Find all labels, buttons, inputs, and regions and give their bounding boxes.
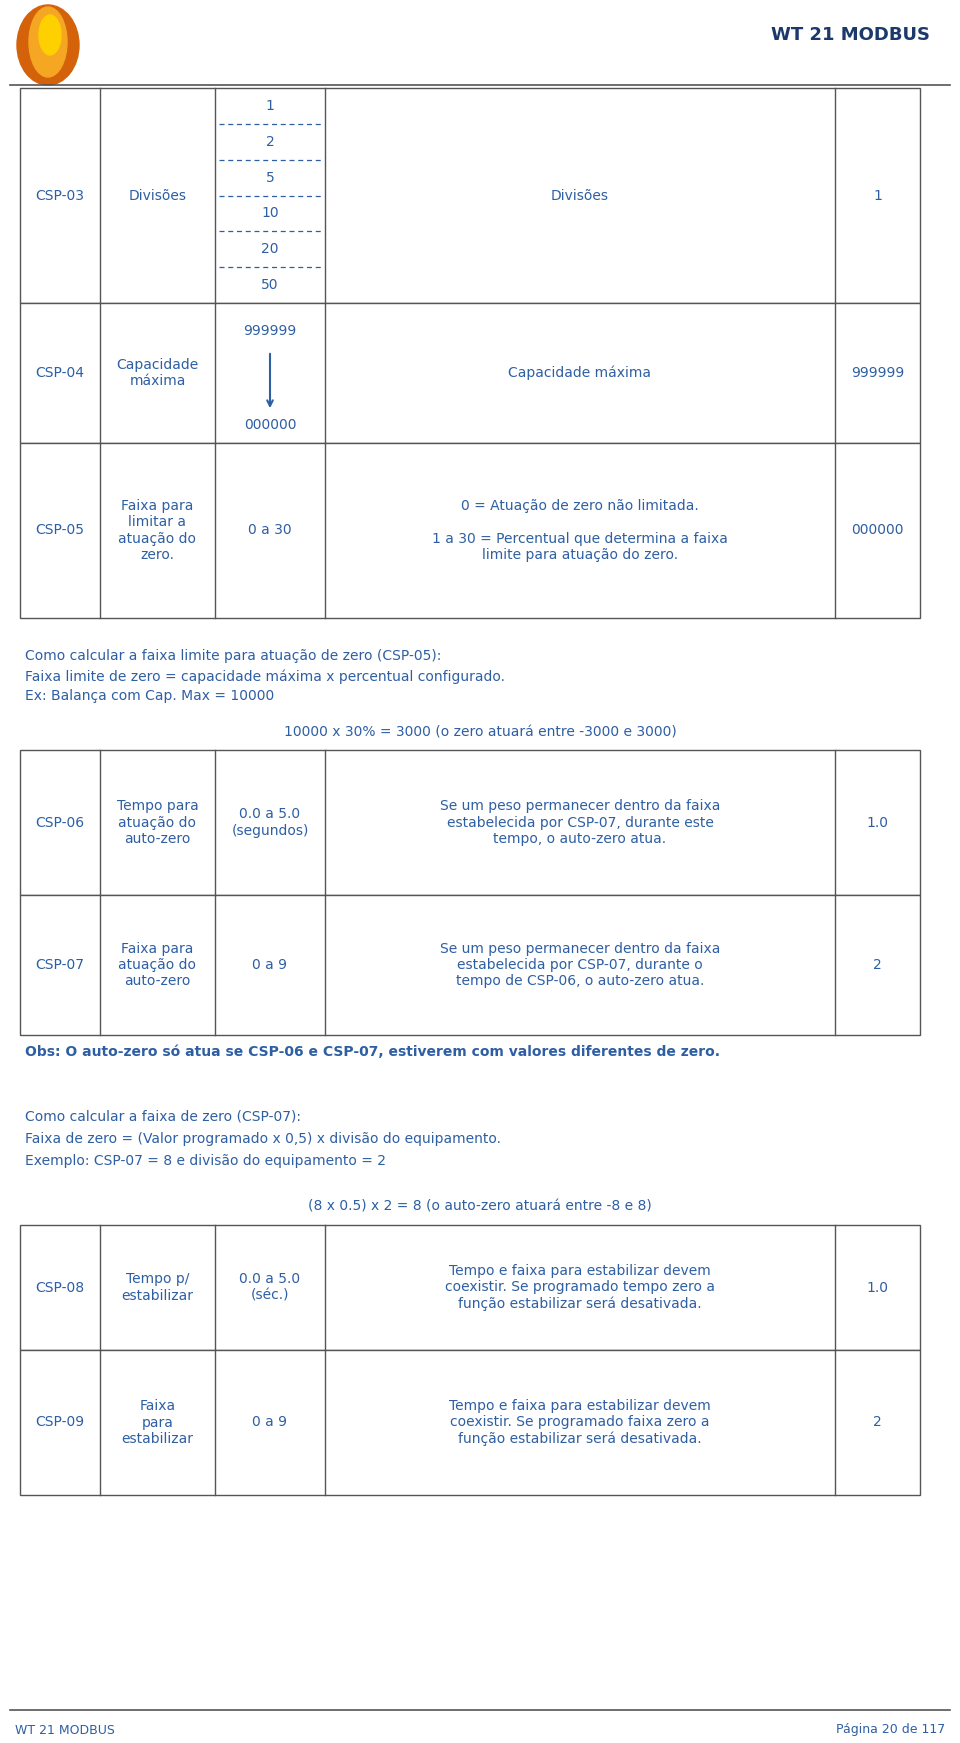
Text: Divisões: Divisões — [551, 188, 609, 202]
Text: CSP-08: CSP-08 — [36, 1281, 84, 1295]
Text: 000000: 000000 — [244, 418, 297, 432]
Text: ◆: ◆ — [44, 23, 52, 33]
Text: 999999: 999999 — [244, 324, 297, 338]
Text: 0.0 a 5.0
(séc.): 0.0 a 5.0 (séc.) — [239, 1272, 300, 1302]
Text: CSP-05: CSP-05 — [36, 523, 84, 537]
Bar — [20, 443, 920, 619]
Text: 0 a 9: 0 a 9 — [252, 1415, 287, 1429]
Text: 50: 50 — [261, 279, 278, 293]
Text: Capacidade
máxima: Capacidade máxima — [116, 357, 199, 389]
Text: CSP-03: CSP-03 — [36, 188, 84, 202]
Text: CSP-04: CSP-04 — [36, 366, 84, 380]
Text: 2: 2 — [874, 1415, 882, 1429]
Text: Exemplo: CSP-07 = 8 e divisão do equipamento = 2: Exemplo: CSP-07 = 8 e divisão do equipam… — [25, 1154, 386, 1168]
Bar — [20, 1225, 920, 1351]
Text: Se um peso permanecer dentro da faixa
estabelecida por CSP-07, durante o
tempo d: Se um peso permanecer dentro da faixa es… — [440, 941, 720, 988]
Bar — [20, 1351, 920, 1495]
Text: 1: 1 — [266, 99, 275, 113]
Text: Tempo para
atuação do
auto-zero: Tempo para atuação do auto-zero — [116, 800, 199, 845]
Text: Obs: O auto-zero só atua se CSP-06 e CSP-07, estiverem com valores diferentes de: Obs: O auto-zero só atua se CSP-06 e CSP… — [25, 1046, 720, 1060]
Text: 0.0 a 5.0
(segundos): 0.0 a 5.0 (segundos) — [231, 807, 309, 838]
Bar — [20, 749, 920, 894]
Ellipse shape — [39, 16, 61, 56]
Text: WT 21 MODBUS: WT 21 MODBUS — [15, 1724, 115, 1736]
Text: Como calcular a faixa de zero (CSP-07):: Como calcular a faixa de zero (CSP-07): — [25, 1110, 301, 1124]
Text: Faixa
para
estabilizar: Faixa para estabilizar — [122, 1400, 194, 1445]
Ellipse shape — [29, 7, 67, 77]
Text: Tempo e faixa para estabilizar devem
coexistir. Se programado tempo zero a
funçã: Tempo e faixa para estabilizar devem coe… — [445, 1264, 715, 1311]
Text: Capacidade máxima: Capacidade máxima — [509, 366, 652, 380]
Text: Como calcular a faixa limite para atuação de zero (CSP-05):: Como calcular a faixa limite para atuaçã… — [25, 648, 442, 662]
Text: 000000: 000000 — [852, 523, 903, 537]
Text: (8 x 0.5) x 2 = 8 (o auto-zero atuará entre -8 e 8): (8 x 0.5) x 2 = 8 (o auto-zero atuará en… — [308, 1199, 652, 1215]
Ellipse shape — [17, 5, 79, 85]
Text: 1: 1 — [873, 188, 882, 202]
Text: 1.0: 1.0 — [867, 1281, 889, 1295]
Text: 2: 2 — [266, 134, 275, 148]
Text: Faixa limite de zero = capacidade máxima x percentual configurado.: Faixa limite de zero = capacidade máxima… — [25, 669, 505, 683]
Text: 5: 5 — [266, 171, 275, 185]
Text: 10: 10 — [261, 206, 278, 220]
Text: Faixa para
limitar a
atuação do
zero.: Faixa para limitar a atuação do zero. — [118, 498, 197, 561]
Text: 999999: 999999 — [851, 366, 904, 380]
Text: CSP-09: CSP-09 — [36, 1415, 84, 1429]
Bar — [20, 894, 920, 1035]
Text: 0 = Atuação de zero não limitada.

1 a 30 = Percentual que determina a faixa
lim: 0 = Atuação de zero não limitada. 1 a 30… — [432, 498, 728, 561]
Text: Se um peso permanecer dentro da faixa
estabelecida por CSP-07, durante este
temp: Se um peso permanecer dentro da faixa es… — [440, 800, 720, 845]
Bar — [20, 303, 920, 443]
Text: 2: 2 — [874, 959, 882, 973]
Text: Página 20 de 117: Página 20 de 117 — [836, 1724, 945, 1736]
Text: CSP-06: CSP-06 — [36, 816, 84, 830]
Text: Tempo e faixa para estabilizar devem
coexistir. Se programado faixa zero a
funçã: Tempo e faixa para estabilizar devem coe… — [449, 1400, 710, 1447]
Text: WT 21 MODBUS: WT 21 MODBUS — [771, 26, 930, 44]
Text: Ex: Balança com Cap. Max = 10000: Ex: Balança com Cap. Max = 10000 — [25, 688, 275, 702]
Text: 0 a 9: 0 a 9 — [252, 959, 287, 973]
Text: CSP-07: CSP-07 — [36, 959, 84, 973]
Text: 20: 20 — [261, 242, 278, 256]
Bar — [20, 87, 920, 303]
Text: Faixa de zero = (Valor programado x 0,5) x divisão do equipamento.: Faixa de zero = (Valor programado x 0,5)… — [25, 1131, 501, 1145]
Text: Faixa para
atuação do
auto-zero: Faixa para atuação do auto-zero — [118, 941, 197, 988]
Text: 1.0: 1.0 — [867, 816, 889, 830]
Text: Divisões: Divisões — [129, 188, 186, 202]
Text: Tempo p/
estabilizar: Tempo p/ estabilizar — [122, 1272, 194, 1302]
Text: 0 a 30: 0 a 30 — [249, 523, 292, 537]
Text: 10000 x 30% = 3000 (o zero atuará entre -3000 e 3000): 10000 x 30% = 3000 (o zero atuará entre … — [283, 725, 677, 739]
